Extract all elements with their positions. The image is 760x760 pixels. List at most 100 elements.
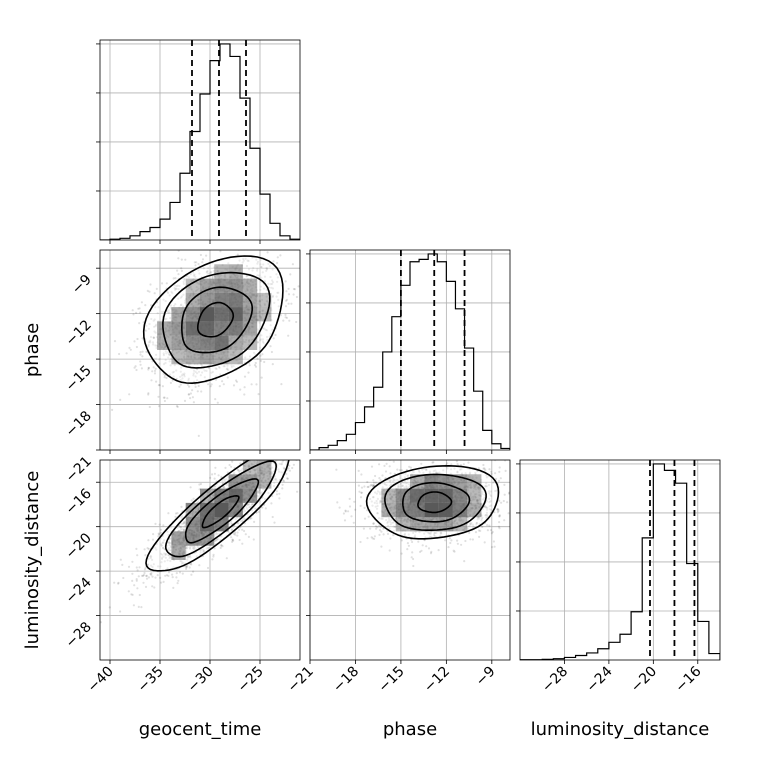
sample-point bbox=[158, 384, 161, 387]
sample-point bbox=[257, 393, 260, 396]
sample-point bbox=[178, 385, 181, 388]
sample-point bbox=[197, 269, 200, 272]
sample-point bbox=[287, 302, 290, 305]
sample-point bbox=[117, 581, 120, 584]
sample-point bbox=[168, 311, 171, 314]
sample-point bbox=[275, 490, 278, 493]
sample-point bbox=[228, 522, 231, 525]
sample-point bbox=[162, 352, 165, 355]
sample-point bbox=[275, 295, 278, 298]
sample-point bbox=[292, 463, 295, 466]
sample-point bbox=[285, 298, 289, 301]
sample-point bbox=[153, 318, 156, 321]
sample-point bbox=[244, 257, 247, 260]
sample-point bbox=[117, 582, 120, 585]
sample-point bbox=[194, 385, 197, 388]
sample-point bbox=[392, 534, 395, 537]
sample-point bbox=[157, 533, 161, 536]
sample-point bbox=[251, 338, 254, 341]
sample-point bbox=[235, 274, 238, 277]
sample-point bbox=[175, 377, 178, 380]
sample-point bbox=[152, 533, 155, 536]
sample-point bbox=[169, 364, 172, 367]
sample-point bbox=[244, 341, 247, 344]
sample-point bbox=[235, 265, 238, 268]
sample-point bbox=[227, 368, 230, 372]
sample-point bbox=[194, 289, 197, 293]
sample-point bbox=[248, 465, 251, 469]
sample-point bbox=[241, 261, 244, 264]
sample-point bbox=[243, 465, 246, 468]
sample-point bbox=[197, 384, 200, 388]
sample-point bbox=[150, 564, 153, 567]
sample-point bbox=[181, 572, 184, 575]
sample-point bbox=[198, 353, 201, 356]
sample-point bbox=[125, 352, 128, 355]
sample-point bbox=[229, 276, 232, 279]
sample-point bbox=[282, 319, 285, 322]
density-cell bbox=[228, 335, 243, 350]
sample-point bbox=[251, 269, 254, 272]
sample-point bbox=[258, 346, 262, 349]
sample-point bbox=[147, 368, 150, 371]
sample-point bbox=[254, 286, 257, 289]
sample-point bbox=[121, 563, 124, 567]
sample-point bbox=[180, 258, 183, 261]
sample-point bbox=[252, 266, 255, 270]
sample-point bbox=[260, 266, 263, 269]
sample-point bbox=[384, 470, 388, 473]
sample-point bbox=[158, 343, 161, 346]
histogram-geocent_time bbox=[96, 39, 301, 244]
density-cell bbox=[185, 278, 200, 293]
sample-point bbox=[230, 366, 233, 369]
sample-point bbox=[255, 258, 258, 261]
sample-point bbox=[136, 569, 139, 572]
sample-point bbox=[239, 388, 242, 391]
sample-point bbox=[211, 276, 214, 279]
sample-point bbox=[400, 469, 403, 472]
sample-point bbox=[269, 307, 273, 310]
sample-point bbox=[219, 250, 222, 253]
sample-point bbox=[194, 300, 197, 303]
sample-point bbox=[171, 292, 174, 295]
sample-point bbox=[276, 291, 279, 294]
sample-point bbox=[215, 375, 218, 378]
sample-point bbox=[224, 268, 227, 271]
sample-point bbox=[234, 533, 237, 536]
sample-point bbox=[167, 356, 170, 359]
sample-point bbox=[159, 565, 162, 568]
sample-point bbox=[247, 535, 250, 539]
sample-point bbox=[496, 510, 499, 514]
sample-point bbox=[270, 286, 273, 289]
sample-point bbox=[133, 584, 136, 587]
sample-point bbox=[260, 334, 263, 337]
sample-point bbox=[164, 574, 167, 577]
sample-point bbox=[246, 289, 249, 292]
sample-point bbox=[182, 293, 185, 296]
sample-point bbox=[172, 277, 175, 280]
sample-point bbox=[262, 473, 265, 477]
sample-point bbox=[158, 358, 161, 361]
sample-point bbox=[273, 484, 276, 488]
density-cell bbox=[242, 335, 258, 350]
sample-point bbox=[197, 301, 200, 304]
sample-point bbox=[269, 275, 272, 279]
sample-point bbox=[195, 555, 198, 558]
sample-point bbox=[122, 576, 125, 580]
sample-point bbox=[226, 268, 229, 271]
sample-point bbox=[175, 572, 178, 575]
sample-point bbox=[147, 341, 151, 344]
sample-point bbox=[127, 565, 131, 568]
sample-point bbox=[143, 571, 146, 575]
sample-point bbox=[291, 263, 294, 266]
sample-point bbox=[197, 302, 201, 305]
sample-point bbox=[251, 281, 254, 284]
sample-point bbox=[222, 365, 225, 368]
sample-point bbox=[261, 271, 264, 274]
sample-point bbox=[180, 358, 183, 361]
sample-point bbox=[147, 392, 150, 395]
sample-point bbox=[147, 393, 150, 396]
sample-point bbox=[169, 317, 172, 320]
sample-point bbox=[265, 292, 268, 295]
